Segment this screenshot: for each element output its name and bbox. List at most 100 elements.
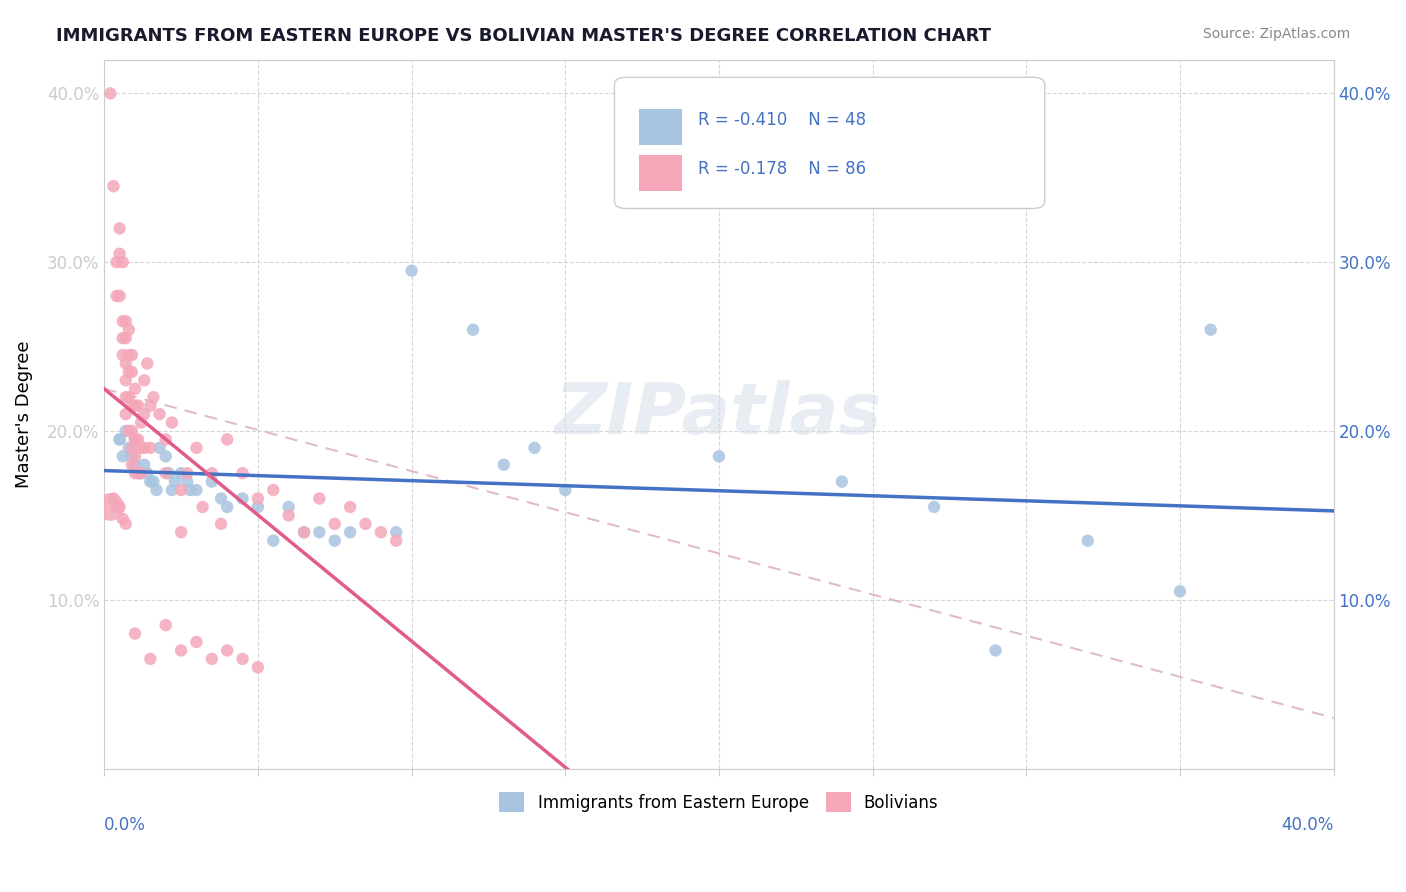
- Point: [111, 255, 134, 269]
- Point: [831, 475, 853, 489]
- Point: [191, 500, 214, 514]
- Point: [121, 399, 143, 413]
- Point: [108, 221, 131, 235]
- Point: [292, 525, 315, 540]
- Point: [105, 289, 128, 303]
- Point: [114, 314, 136, 328]
- Point: [111, 450, 134, 464]
- Point: [186, 635, 208, 649]
- Point: [984, 643, 1007, 657]
- Point: [114, 373, 136, 387]
- Point: [124, 466, 146, 480]
- Point: [163, 475, 186, 489]
- Point: [170, 525, 193, 540]
- Point: [277, 508, 299, 523]
- Point: [370, 525, 392, 540]
- Point: [142, 390, 165, 404]
- Point: [114, 516, 136, 531]
- Text: R = -0.178    N = 86: R = -0.178 N = 86: [697, 161, 866, 178]
- Point: [139, 652, 162, 666]
- Point: [139, 441, 162, 455]
- Point: [176, 475, 198, 489]
- Point: [134, 407, 156, 421]
- Point: [170, 466, 193, 480]
- FancyBboxPatch shape: [640, 155, 682, 191]
- Point: [105, 255, 128, 269]
- Point: [111, 348, 134, 362]
- Point: [129, 466, 152, 480]
- Point: [118, 365, 141, 379]
- Point: [108, 433, 131, 447]
- Point: [308, 491, 330, 506]
- Point: [114, 390, 136, 404]
- Point: [170, 483, 193, 497]
- Point: [118, 390, 141, 404]
- Point: [114, 424, 136, 438]
- Point: [354, 516, 377, 531]
- Point: [155, 433, 177, 447]
- Point: [121, 424, 143, 438]
- Point: [262, 483, 284, 497]
- Point: [118, 323, 141, 337]
- Point: [124, 399, 146, 413]
- Point: [136, 356, 159, 370]
- Point: [121, 458, 143, 472]
- Point: [232, 652, 254, 666]
- Point: [1168, 584, 1191, 599]
- Point: [100, 87, 122, 101]
- Point: [1199, 323, 1222, 337]
- Point: [292, 525, 315, 540]
- Point: [176, 466, 198, 480]
- Text: IMMIGRANTS FROM EASTERN EUROPE VS BOLIVIAN MASTER'S DEGREE CORRELATION CHART: IMMIGRANTS FROM EASTERN EUROPE VS BOLIVI…: [56, 27, 991, 45]
- Point: [308, 525, 330, 540]
- Point: [127, 466, 149, 480]
- Point: [108, 433, 131, 447]
- Y-axis label: Master's Degree: Master's Degree: [15, 341, 32, 488]
- Point: [262, 533, 284, 548]
- Point: [124, 433, 146, 447]
- Point: [121, 450, 143, 464]
- Point: [118, 424, 141, 438]
- Point: [129, 466, 152, 480]
- Point: [155, 618, 177, 632]
- FancyBboxPatch shape: [614, 78, 1045, 209]
- Point: [186, 441, 208, 455]
- Point: [108, 246, 131, 260]
- Point: [129, 441, 152, 455]
- Point: [492, 458, 515, 472]
- Point: [323, 516, 346, 531]
- Point: [124, 626, 146, 640]
- Legend: Immigrants from Eastern Europe, Bolivians: Immigrants from Eastern Europe, Bolivian…: [491, 783, 946, 821]
- Point: [129, 416, 152, 430]
- Point: [134, 441, 156, 455]
- Point: [246, 491, 269, 506]
- Point: [232, 466, 254, 480]
- Point: [145, 483, 167, 497]
- Point: [108, 289, 131, 303]
- FancyBboxPatch shape: [640, 109, 682, 145]
- Point: [1077, 533, 1099, 548]
- Point: [124, 433, 146, 447]
- Point: [523, 441, 546, 455]
- Point: [209, 516, 232, 531]
- Point: [201, 475, 224, 489]
- Point: [148, 441, 170, 455]
- Point: [707, 450, 730, 464]
- Point: [186, 483, 208, 497]
- Point: [323, 533, 346, 548]
- Point: [339, 500, 361, 514]
- Point: [217, 500, 239, 514]
- Point: [114, 407, 136, 421]
- Point: [554, 483, 576, 497]
- Point: [121, 348, 143, 362]
- Point: [121, 365, 143, 379]
- Point: [160, 416, 183, 430]
- Point: [155, 466, 177, 480]
- Point: [127, 399, 149, 413]
- Point: [217, 433, 239, 447]
- Point: [136, 466, 159, 480]
- Text: 40.0%: 40.0%: [1281, 816, 1334, 834]
- Point: [401, 263, 423, 277]
- Point: [148, 407, 170, 421]
- Point: [100, 500, 122, 514]
